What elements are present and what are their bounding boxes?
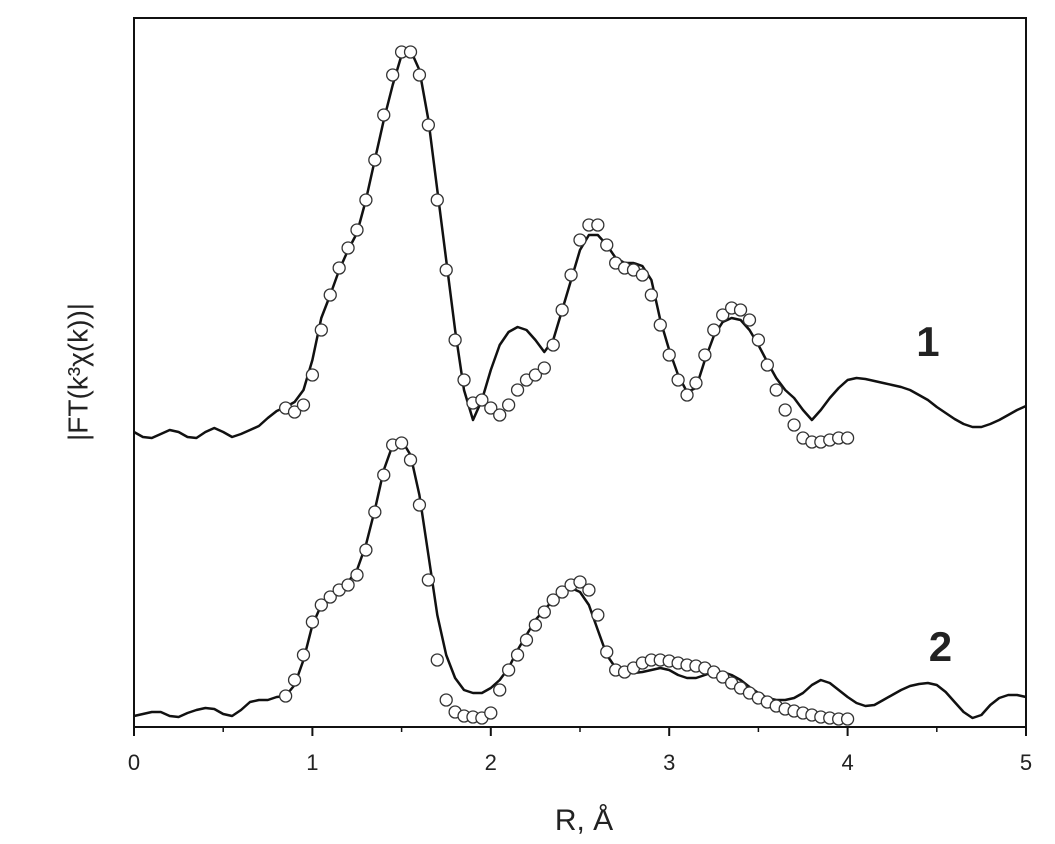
data-point bbox=[493, 408, 507, 422]
data-point bbox=[564, 268, 578, 282]
data-point bbox=[323, 288, 337, 302]
data-point bbox=[314, 323, 328, 337]
data-point bbox=[698, 348, 712, 362]
data-point bbox=[751, 333, 766, 347]
data-point bbox=[840, 431, 855, 445]
data-point bbox=[323, 590, 337, 604]
data-point bbox=[394, 436, 409, 450]
x-tick-label: 3 bbox=[663, 750, 675, 775]
data-point bbox=[716, 308, 730, 322]
y-axis-label: |FT(k³χ(k))| bbox=[62, 303, 93, 441]
curve-label: 1 bbox=[916, 318, 939, 365]
data-point bbox=[377, 468, 391, 482]
x-tick-label: 0 bbox=[128, 750, 140, 775]
data-point bbox=[760, 358, 774, 372]
data-point bbox=[546, 338, 560, 352]
data-point bbox=[412, 498, 427, 512]
data-point bbox=[635, 268, 650, 282]
data-point bbox=[421, 573, 436, 587]
data-point bbox=[528, 368, 543, 382]
data-point bbox=[287, 673, 302, 687]
data-point bbox=[296, 398, 311, 412]
data-point bbox=[591, 608, 605, 622]
x-tick-label: 1 bbox=[306, 750, 318, 775]
data-point bbox=[537, 361, 551, 375]
data-point bbox=[501, 663, 516, 677]
data-point bbox=[689, 376, 703, 390]
x-tick-label: 2 bbox=[485, 750, 497, 775]
data-point bbox=[662, 348, 676, 362]
data-point bbox=[296, 648, 311, 662]
data-point bbox=[671, 373, 685, 387]
data-point bbox=[573, 575, 587, 589]
data-point bbox=[341, 578, 355, 592]
data-point bbox=[769, 383, 783, 397]
x-axis-label: R, Å bbox=[555, 804, 613, 837]
data-point bbox=[484, 706, 498, 720]
data-point bbox=[439, 693, 453, 707]
data-point bbox=[787, 418, 801, 432]
data-point bbox=[305, 368, 320, 382]
data-point bbox=[493, 683, 507, 697]
data-point bbox=[457, 373, 471, 387]
data-point bbox=[430, 193, 444, 207]
data-point bbox=[448, 333, 462, 347]
data-point bbox=[742, 313, 757, 327]
plot-frame bbox=[133, 17, 1027, 728]
data-point bbox=[350, 223, 364, 237]
data-point bbox=[377, 108, 391, 122]
data-point bbox=[519, 633, 534, 647]
data-point bbox=[403, 45, 418, 59]
data-point bbox=[341, 241, 355, 255]
data-point bbox=[600, 645, 614, 659]
data-point bbox=[840, 712, 855, 726]
data-point bbox=[555, 585, 569, 599]
data-point bbox=[403, 453, 418, 467]
data-point bbox=[600, 238, 614, 252]
data-point bbox=[510, 383, 525, 397]
x-tick-label: 5 bbox=[1020, 750, 1032, 775]
data-point bbox=[510, 648, 525, 662]
data-point bbox=[501, 398, 516, 412]
data-point bbox=[305, 615, 320, 629]
data-point bbox=[368, 505, 382, 519]
data-point bbox=[546, 593, 560, 607]
data-point bbox=[653, 318, 667, 332]
data-point bbox=[386, 68, 400, 82]
data-point bbox=[278, 689, 293, 703]
data-point bbox=[778, 403, 792, 417]
data-point bbox=[287, 405, 302, 419]
data-point bbox=[430, 653, 444, 667]
x-tick-label: 4 bbox=[841, 750, 853, 775]
data-point bbox=[475, 393, 489, 407]
data-point bbox=[680, 388, 694, 402]
data-point bbox=[555, 303, 569, 317]
data-point bbox=[332, 261, 346, 275]
data-point bbox=[359, 543, 373, 557]
data-point bbox=[421, 118, 436, 132]
data-point bbox=[582, 583, 596, 597]
data-point bbox=[707, 323, 721, 337]
curve-label: 2 bbox=[929, 623, 952, 670]
data-point bbox=[644, 288, 659, 302]
data-point bbox=[537, 605, 551, 619]
data-point bbox=[350, 568, 364, 582]
data-point bbox=[528, 618, 543, 632]
data-point bbox=[412, 68, 427, 82]
data-point bbox=[573, 233, 587, 247]
data-point bbox=[314, 598, 328, 612]
data-point bbox=[368, 153, 382, 167]
data-point bbox=[591, 218, 605, 232]
data-point bbox=[359, 193, 373, 207]
data-point bbox=[484, 401, 498, 415]
data-point bbox=[733, 303, 748, 317]
data-point bbox=[439, 263, 453, 277]
